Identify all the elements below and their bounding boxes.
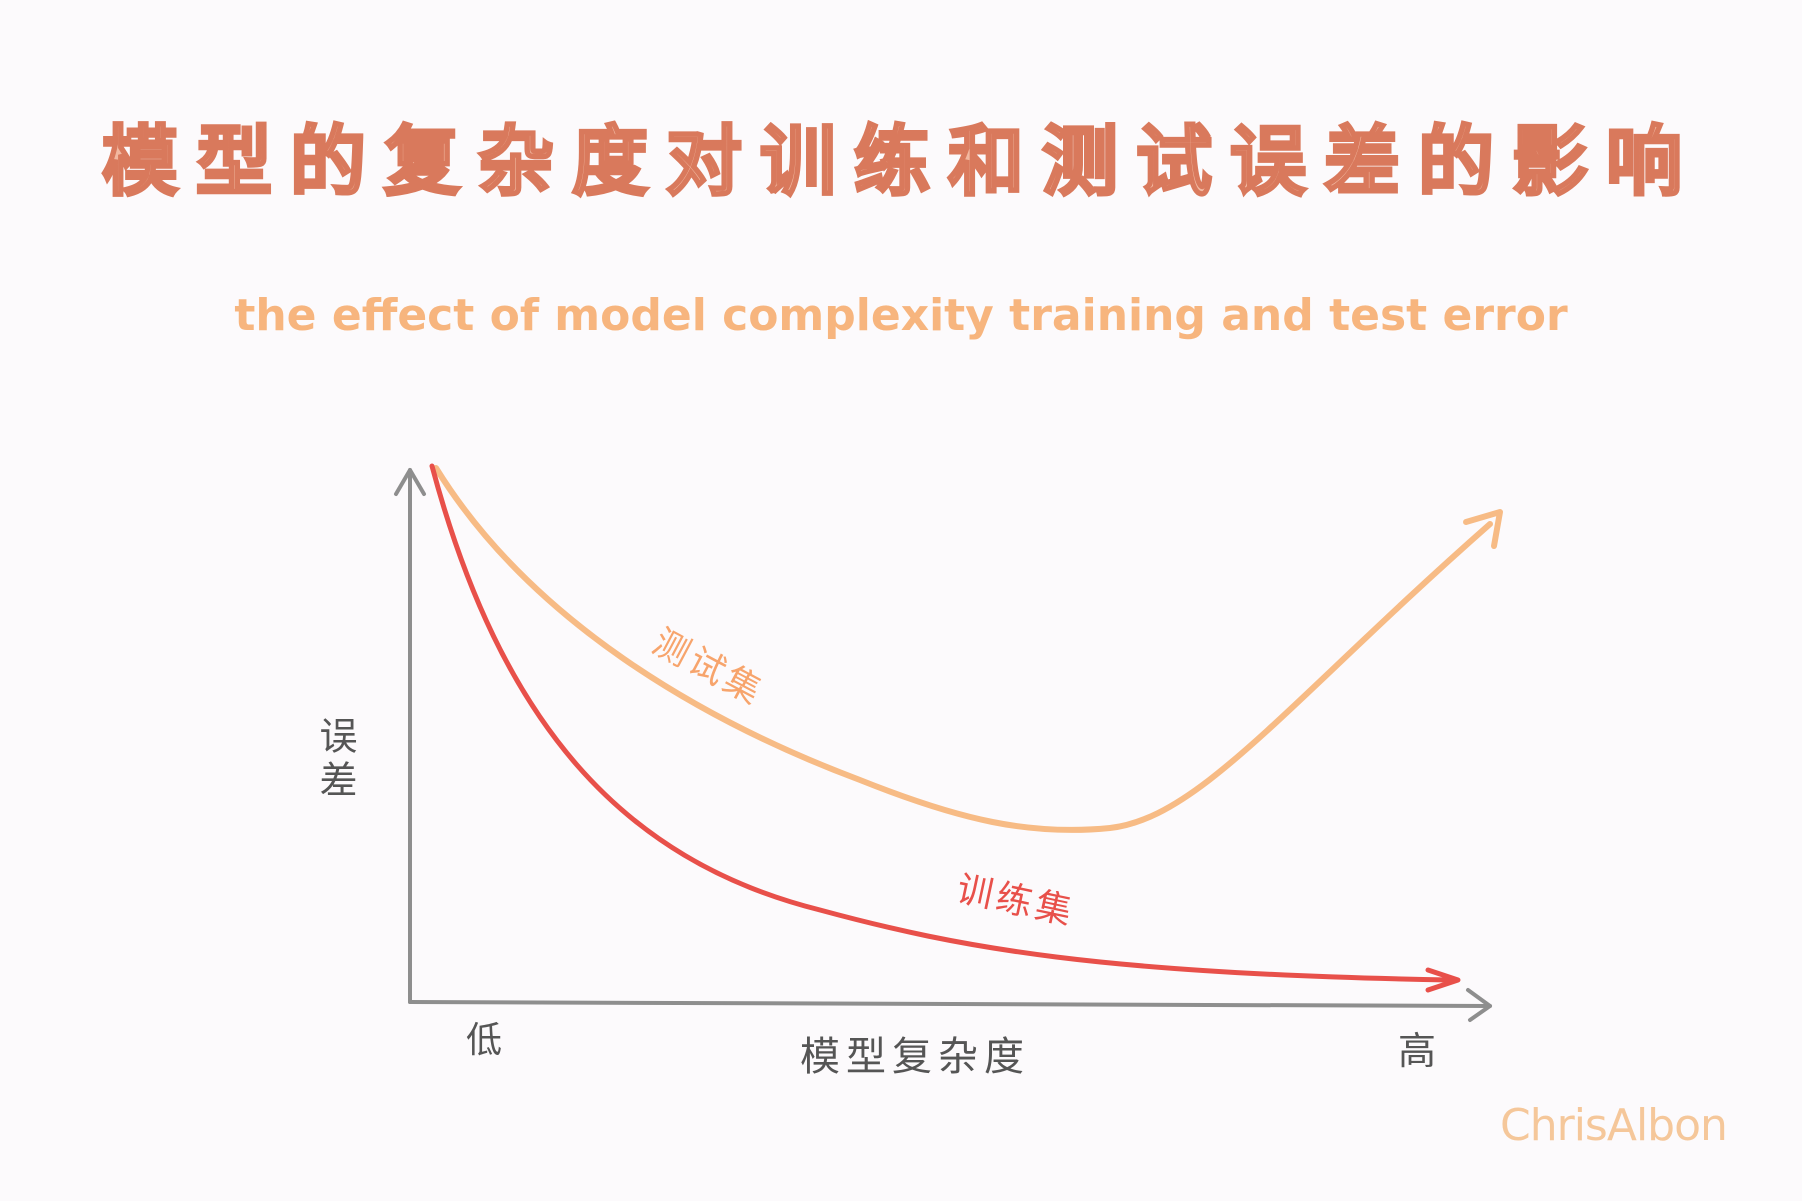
x-axis — [408, 1000, 1492, 1008]
y-axis-arrowhead — [394, 468, 426, 496]
x-axis-high-label: 高 — [1398, 1029, 1436, 1073]
train-curve-arrowhead — [1425, 967, 1461, 993]
author-signature: ChrisAlbon — [1500, 1100, 1728, 1151]
test-error-curve — [433, 465, 1493, 833]
test-curve-label: 测试集 — [646, 622, 771, 715]
x-axis-low-label: 低 — [466, 1020, 502, 1061]
test-curve-arrowhead — [1463, 509, 1503, 549]
y-axis-label: 误差 — [313, 716, 357, 804]
title-chinese: 模型的复杂度对训练和测试误差的影响 — [101, 116, 1700, 208]
train-curve-label: 训练集 — [953, 869, 1079, 934]
x-axis-arrowhead — [1466, 988, 1492, 1022]
x-axis-label: 模型复杂度 — [800, 1034, 1030, 1080]
title-english: the effect of model complexity training … — [234, 290, 1568, 341]
train-error-curve — [429, 463, 1453, 983]
